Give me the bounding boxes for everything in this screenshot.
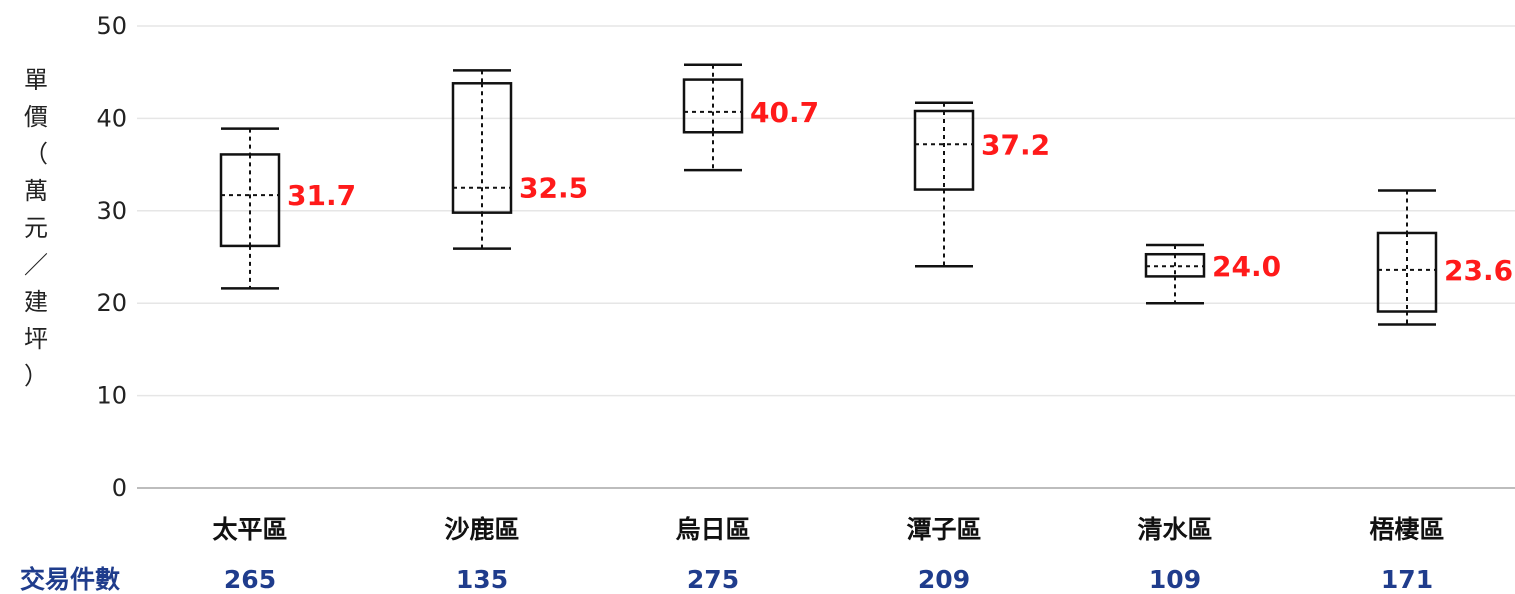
- y-axis-label-char: ／: [24, 251, 48, 279]
- count-value: 275: [687, 565, 739, 594]
- y-axis-ticks: 0 10 20 30 40 50: [96, 12, 127, 502]
- box-梧棲區: 23.6: [1376, 189, 1513, 326]
- count-header: 交易件數: [20, 565, 120, 594]
- median-label: 24.0: [1212, 250, 1281, 283]
- count-value: 109: [1149, 565, 1201, 594]
- box-沙鹿區: 32.5: [451, 69, 588, 250]
- y-axis-label-char: （: [24, 140, 48, 168]
- median-label: 32.5: [519, 172, 588, 205]
- count-value: 135: [456, 565, 508, 594]
- y-axis-label: 單價 （ 萬元 ／ 建坪 ）: [24, 66, 48, 390]
- y-axis-label-char: 價: [24, 103, 48, 131]
- y-tick-label: 20: [96, 289, 127, 317]
- count-value: 209: [918, 565, 970, 594]
- y-axis-label-char: 萬: [24, 177, 48, 205]
- category-label: 烏日區: [675, 515, 750, 544]
- iqr-box: [219, 153, 281, 248]
- category-label: 梧棲區: [1369, 515, 1444, 544]
- y-axis-label-char: 單: [24, 66, 48, 94]
- x-axis-categories: 太平區 沙鹿區 烏日區 潭子區 清水區 梧棲區: [212, 515, 1444, 544]
- count-value: 171: [1381, 565, 1433, 594]
- category-label: 太平區: [212, 515, 287, 544]
- box-太平區: 31.7: [219, 127, 356, 290]
- y-tick-label: 0: [112, 474, 127, 502]
- gridlines: [137, 25, 1515, 489]
- y-axis-label-char: 元: [24, 214, 48, 242]
- category-label: 潭子區: [906, 515, 981, 544]
- y-tick-label: 40: [96, 104, 127, 132]
- box-烏日區: 40.7: [682, 63, 819, 172]
- y-tick-label: 30: [96, 197, 127, 225]
- y-axis-label-char: 建: [24, 288, 48, 316]
- median-label: 23.6: [1444, 254, 1513, 287]
- category-label: 沙鹿區: [444, 515, 519, 544]
- median-label: 37.2: [981, 128, 1050, 161]
- y-tick-label: 50: [96, 12, 127, 40]
- median-label: 31.7: [287, 179, 356, 212]
- y-axis-label-char: 坪: [24, 325, 48, 353]
- box-潭子區: 37.2: [913, 101, 1050, 268]
- count-value: 265: [224, 565, 276, 594]
- box-清水區: 24.0: [1144, 243, 1281, 305]
- median-label: 40.7: [750, 96, 819, 129]
- y-tick-label: 10: [96, 382, 127, 410]
- boxes: 31.7 32.5 40.7 37.2 24.0 23.6: [219, 63, 1513, 326]
- transaction-counts: 265 135 275 209 109 171 交易件數: [20, 565, 1433, 594]
- y-axis-label-char: ）: [24, 362, 48, 390]
- category-label: 清水區: [1137, 515, 1212, 544]
